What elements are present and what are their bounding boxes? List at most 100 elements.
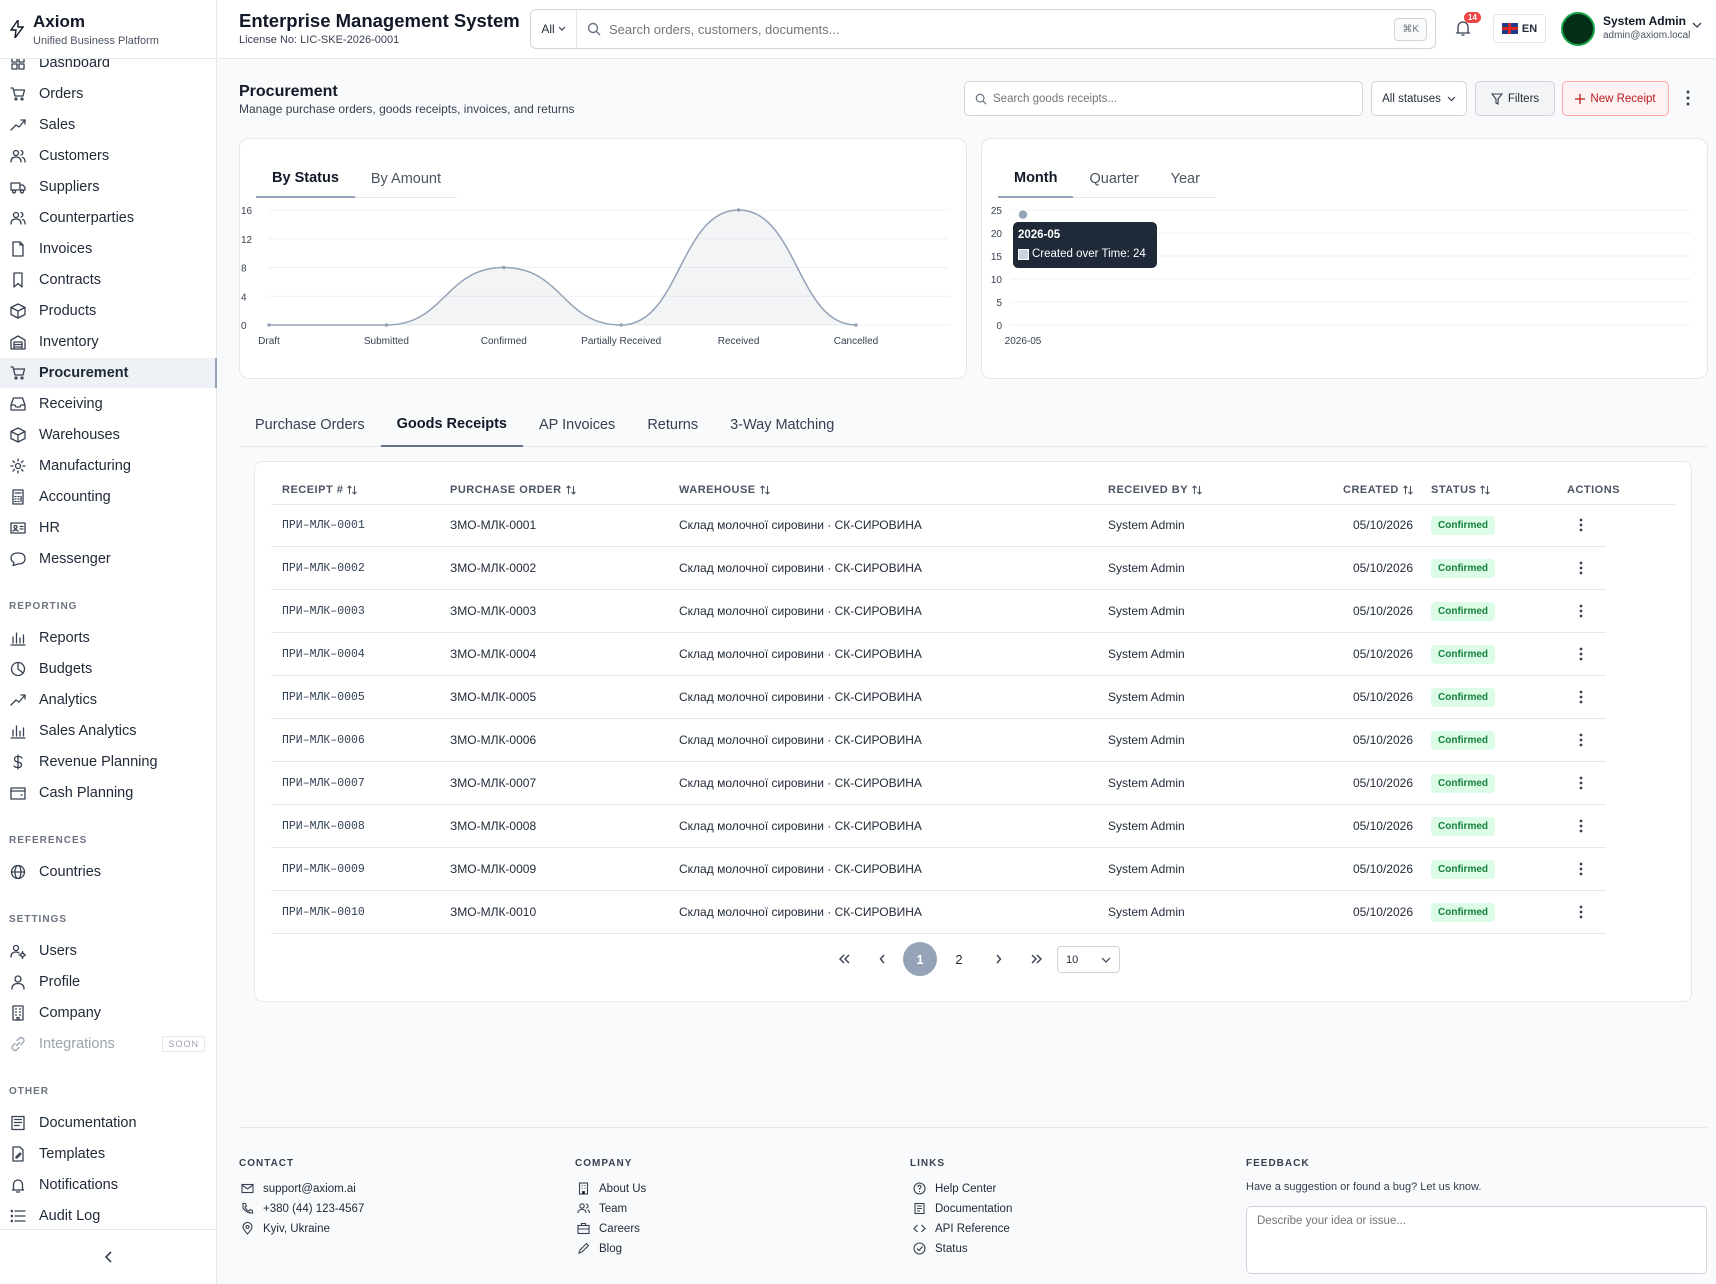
column-header-status[interactable]: STATUS (1431, 484, 1491, 496)
tab-year[interactable]: Year (1170, 170, 1200, 187)
receipt-number-link[interactable]: ПРИ–МЛК–0006 (282, 733, 365, 747)
table-row[interactable]: ПРИ–МЛК–0005 ЗМО-МЛК-0005 Склад молочної с… (271, 676, 1606, 719)
tab-3-way-matching[interactable]: 3-Way Matching (730, 417, 835, 433)
sidebar-item-budgets[interactable]: Budgets (0, 654, 217, 684)
table-row[interactable]: ПРИ–МЛК–0004 ЗМО-МЛК-0004 Склад молочної с… (271, 633, 1606, 676)
sidebar-item-analytics[interactable]: Analytics (0, 685, 217, 715)
tab-purchase-orders[interactable]: Purchase Orders (255, 417, 365, 433)
brand[interactable]: Axiom Unified Business Platform (0, 0, 216, 59)
column-header-receipt[interactable]: RECEIPT # (282, 484, 358, 496)
sidebar-item-warehouses[interactable]: Warehouses (0, 420, 217, 450)
language-select[interactable]: EN (1493, 14, 1546, 43)
footer-phone[interactable]: +380 (44) 123-4567 (241, 1202, 364, 1215)
sidebar-item-accounting[interactable]: Accounting (0, 482, 217, 512)
sidebar-item-messenger[interactable]: Messenger (0, 544, 217, 574)
prev-page-button[interactable] (865, 942, 899, 976)
chevron-down-icon[interactable] (1692, 22, 1702, 29)
tab-month[interactable]: Month (998, 159, 1074, 198)
row-actions-button[interactable] (1571, 676, 1591, 718)
tab-goods-receipts[interactable]: Goods Receipts (380, 403, 523, 447)
column-header-warehouse[interactable]: WAREHOUSE (679, 484, 771, 496)
collapse-sidebar-button[interactable] (0, 1229, 217, 1284)
row-actions-button[interactable] (1571, 719, 1591, 761)
receipt-number-link[interactable]: ПРИ–МЛК–0009 (282, 862, 365, 876)
row-actions-button[interactable] (1571, 547, 1591, 589)
sidebar-item-integrations[interactable]: Integrations SOON (0, 1029, 217, 1059)
new-receipt-button[interactable]: New Receipt (1562, 81, 1669, 116)
status-filter-select[interactable]: All statuses (1371, 81, 1467, 116)
column-header-received-by[interactable]: RECEIVED BY (1108, 484, 1203, 496)
row-actions-button[interactable] (1571, 590, 1591, 632)
table-row[interactable]: ПРИ–МЛК–0010 ЗМО-МЛК-0010 Склад молочної с… (271, 891, 1606, 934)
sidebar-item-dashboard[interactable]: Dashboard (0, 59, 217, 78)
sidebar-item-reports[interactable]: Reports (0, 623, 217, 653)
footer-email[interactable]: support@axiom.ai (241, 1182, 356, 1195)
sidebar-item-manufacturing[interactable]: Manufacturing (0, 451, 217, 481)
receipt-number-link[interactable]: ПРИ–МЛК–0003 (282, 604, 365, 618)
receipts-search-input[interactable] (993, 92, 1362, 105)
user-name[interactable]: System Admin (1603, 14, 1686, 28)
table-row[interactable]: ПРИ–МЛК–0007 ЗМО-МЛК-0007 Склад молочної с… (271, 762, 1606, 805)
row-actions-button[interactable] (1571, 762, 1591, 804)
sidebar-item-procurement[interactable]: Procurement (0, 358, 217, 388)
table-row[interactable]: ПРИ–МЛК–0009 ЗМО-МЛК-0009 Склад молочної с… (271, 848, 1606, 891)
footer-api-link[interactable]: API Reference (913, 1222, 1010, 1235)
next-page-button[interactable] (981, 942, 1015, 976)
sidebar-item-hr[interactable]: HR (0, 513, 217, 543)
page-2-button[interactable]: 2 (955, 951, 963, 967)
footer-team-link[interactable]: Team (577, 1202, 627, 1215)
sidebar-item-invoices[interactable]: Invoices (0, 234, 217, 264)
receipt-number-link[interactable]: ПРИ–МЛК–0010 (282, 905, 365, 919)
sidebar-item-customers[interactable]: Customers (0, 141, 217, 171)
sidebar-item-profile[interactable]: Profile (0, 967, 217, 997)
sidebar-item-inventory[interactable]: Inventory (0, 327, 217, 357)
page-1-button[interactable]: 1 (903, 942, 937, 976)
column-header-created[interactable]: CREATED (1343, 484, 1414, 496)
footer-docs-link[interactable]: Documentation (913, 1202, 1012, 1215)
sidebar-item-receiving[interactable]: Receiving (0, 389, 217, 419)
tab-ap-invoices[interactable]: AP Invoices (539, 417, 616, 433)
sidebar-item-suppliers[interactable]: Suppliers (0, 172, 217, 202)
row-actions-button[interactable] (1571, 504, 1591, 546)
receipt-number-link[interactable]: ПРИ–МЛК–0001 (282, 518, 365, 532)
table-row[interactable]: ПРИ–МЛК–0003 ЗМО-МЛК-0003 Склад молочної с… (271, 590, 1606, 633)
tab-returns[interactable]: Returns (647, 417, 699, 433)
column-header-purchase-order[interactable]: PURCHASE ORDER (450, 484, 577, 496)
notifications-button[interactable]: 14 (1454, 12, 1481, 39)
receipt-number-link[interactable]: ПРИ–МЛК–0004 (282, 647, 365, 661)
receipt-number-link[interactable]: ПРИ–МЛК–0002 (282, 561, 365, 575)
avatar[interactable] (1561, 12, 1595, 46)
table-row[interactable]: ПРИ–МЛК–0008 ЗМО-МЛК-0008 Склад молочної с… (271, 805, 1606, 848)
sidebar-item-countries[interactable]: Countries (0, 857, 217, 887)
sidebar-item-products[interactable]: Products (0, 296, 217, 326)
tab-quarter[interactable]: Quarter (1089, 170, 1139, 187)
sidebar-item-users[interactable]: Users (0, 936, 217, 966)
row-actions-button[interactable] (1571, 848, 1591, 890)
table-row[interactable]: ПРИ–МЛК–0002 ЗМО-МЛК-0002 Склад молочної с… (271, 547, 1606, 590)
sidebar-item-sales[interactable]: Sales (0, 110, 217, 140)
receipt-number-link[interactable]: ПРИ–МЛК–0008 (282, 819, 365, 833)
row-actions-button[interactable] (1571, 805, 1591, 847)
table-row[interactable]: ПРИ–МЛК–0001 ЗМО-МЛК-0001 Склад молочної с… (271, 504, 1606, 547)
more-vertical-icon[interactable] (1686, 90, 1690, 106)
sidebar-item-notifications[interactable]: Notifications (0, 1170, 217, 1200)
last-page-button[interactable] (1019, 942, 1053, 976)
sidebar-item-contracts[interactable]: Contracts (0, 265, 217, 295)
feedback-textarea[interactable] (1246, 1206, 1707, 1274)
page-size-select[interactable]: 10 (1057, 946, 1120, 973)
tab-by-amount[interactable]: By Amount (370, 170, 442, 187)
row-actions-button[interactable] (1571, 633, 1591, 675)
footer-blog-link[interactable]: Blog (577, 1242, 622, 1255)
footer-help-link[interactable]: Help Center (913, 1182, 996, 1195)
sidebar-item-templates[interactable]: Templates (0, 1139, 217, 1169)
first-page-button[interactable] (827, 942, 861, 976)
sidebar-item-audit-log[interactable]: Audit Log (0, 1201, 217, 1229)
global-search-input[interactable] (609, 21, 1395, 37)
sidebar-item-sales-analytics[interactable]: Sales Analytics (0, 716, 217, 746)
sidebar-item-counterparties[interactable]: Counterparties (0, 203, 217, 233)
row-actions-button[interactable] (1571, 891, 1591, 933)
footer-about-link[interactable]: About Us (577, 1182, 646, 1195)
sidebar-item-orders[interactable]: Orders (0, 79, 217, 109)
sidebar-item-revenue-planning[interactable]: Revenue Planning (0, 747, 217, 777)
filters-button[interactable]: Filters (1475, 81, 1555, 116)
